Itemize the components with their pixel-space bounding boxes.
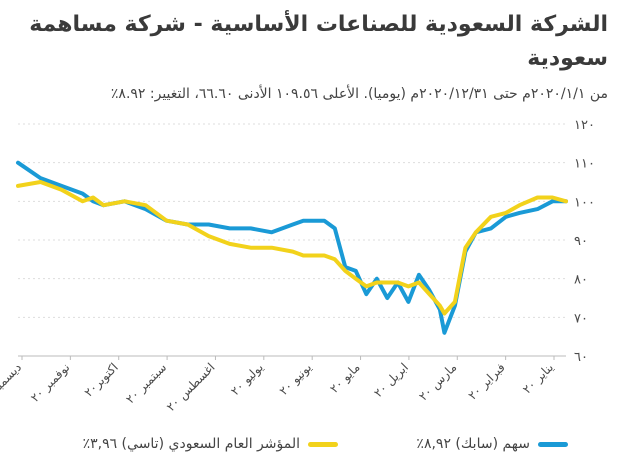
x-tick-label: اغسطس ٢٠ xyxy=(164,360,219,415)
legend-swatch-stock xyxy=(538,441,568,447)
x-tick-label: سبتمبر ٢٠ xyxy=(123,360,170,407)
chart-title: الشركة السعودية للصناعات الأساسية - شركة… xyxy=(29,12,608,71)
x-tick-label: فبراير ٢٠ xyxy=(465,360,508,403)
x-tick-label: يوليو ٢٠ xyxy=(228,360,267,399)
x-tick-label: مايو ٢٠ xyxy=(327,360,363,396)
y-tick-label: ١١٠ xyxy=(574,157,595,172)
legend: سهم (سابك) ٨,٩٢٪ المؤشر العام السعودي (ت… xyxy=(0,436,628,462)
legend-item-stock[interactable]: سهم (سابك) ٨,٩٢٪ xyxy=(416,436,568,452)
x-tick-label: نوفمبر ٢٠ xyxy=(28,360,73,405)
x-tick-label: ابريل ٢٠ xyxy=(371,360,412,401)
x-tick-label: يونيو ٢٠ xyxy=(277,360,315,398)
legend-label-index: المؤشر العام السعودي (تاسي) ٣,٩٦٪ xyxy=(82,436,300,452)
series-line-index xyxy=(16,180,568,316)
y-tick-label: ٩٠ xyxy=(574,234,588,249)
x-tick-label: يناير ٢٠ xyxy=(520,360,557,397)
x-tick-label: اكتوبر٢٠ xyxy=(81,360,121,400)
y-tick-label: ٨٠ xyxy=(574,273,588,288)
legend-swatch-index xyxy=(308,441,338,447)
legend-item-index[interactable]: المؤشر العام السعودي (تاسي) ٣,٩٦٪ xyxy=(83,436,338,452)
x-tick-label: مارس ٢٠ xyxy=(416,360,460,404)
y-tick-label: ٧٠ xyxy=(574,311,588,326)
y-tick-label: ١٠٠ xyxy=(574,195,595,210)
series-line-stock xyxy=(16,160,568,335)
chart-subtitle: من ٢٠٢٠/١/١م حتى ٢٠٢٠/١٢/٣١م (يوميا). ال… xyxy=(110,86,608,102)
y-tick-label: ١٢٠ xyxy=(574,118,595,133)
legend-label-stock: سهم (سابك) ٨,٩٢٪ xyxy=(416,436,530,452)
x-tick-label: ديسمبر ٢٠ xyxy=(0,360,25,408)
y-tick-label: ٦٠ xyxy=(574,350,588,365)
